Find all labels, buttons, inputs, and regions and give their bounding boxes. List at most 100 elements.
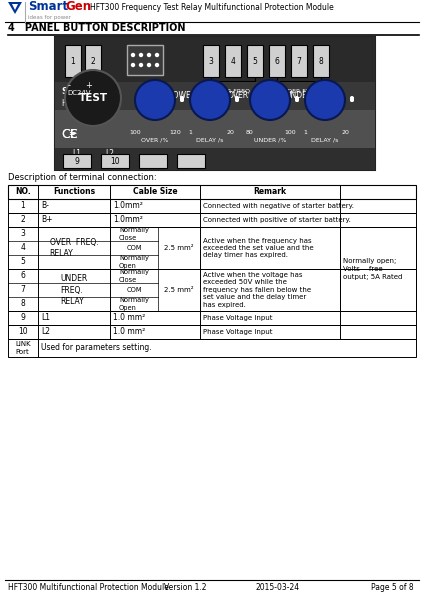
Text: Active when the frequency has
exceeded the set value and the
delay timer has exp: Active when the frequency has exceeded t… (203, 238, 314, 259)
Circle shape (235, 97, 239, 100)
Text: Normally
Open: Normally Open (119, 297, 149, 311)
Text: 4: 4 (20, 244, 25, 253)
Text: Normally
Close: Normally Close (119, 227, 149, 241)
Text: 20: 20 (341, 130, 349, 134)
Text: Gen: Gen (65, 1, 91, 13)
Text: 10: 10 (18, 328, 28, 337)
Text: 1.0mm²: 1.0mm² (113, 202, 143, 211)
Bar (8, 339, 416, 357)
Circle shape (180, 97, 184, 101)
Text: SmartGen: SmartGen (61, 88, 108, 97)
Text: 2.5 mm²: 2.5 mm² (164, 287, 194, 293)
Text: Phase Voltage Input: Phase Voltage Input (203, 329, 273, 335)
Circle shape (235, 98, 239, 102)
Text: Normally
Open: Normally Open (119, 255, 149, 269)
Circle shape (350, 97, 354, 100)
Circle shape (235, 97, 239, 101)
Circle shape (180, 97, 184, 101)
Circle shape (131, 63, 135, 67)
Polygon shape (12, 4, 18, 10)
Circle shape (295, 96, 299, 100)
Bar (85, 45, 101, 77)
Text: TEST: TEST (78, 93, 108, 103)
Circle shape (250, 80, 290, 120)
Circle shape (350, 96, 354, 100)
Text: 1.0 mm²: 1.0 mm² (113, 328, 145, 337)
Text: DELAY /s: DELAY /s (196, 137, 224, 142)
Circle shape (295, 98, 299, 102)
Bar (127, 45, 163, 75)
Circle shape (235, 97, 239, 101)
Text: 4: 4 (231, 56, 235, 65)
Text: L1: L1 (73, 148, 81, 157)
Circle shape (147, 53, 151, 57)
Circle shape (235, 97, 239, 101)
Text: UNDER FREQ.: UNDER FREQ. (277, 88, 321, 94)
Text: 2.5 mm²: 2.5 mm² (164, 245, 194, 251)
Text: UNDER /%: UNDER /% (254, 137, 286, 142)
Circle shape (350, 97, 354, 101)
Text: 20: 20 (226, 130, 234, 134)
Text: Cable Size: Cable Size (133, 187, 177, 196)
Circle shape (350, 97, 354, 101)
Circle shape (139, 53, 143, 57)
Text: DC24V: DC24V (67, 90, 91, 96)
Circle shape (147, 63, 151, 67)
Circle shape (180, 97, 184, 101)
Text: 80: 80 (246, 130, 254, 134)
Text: NO.: NO. (15, 187, 31, 196)
Circle shape (235, 96, 239, 100)
Text: Connected with positive of starter battery.: Connected with positive of starter batte… (203, 217, 351, 223)
Bar (225, 45, 241, 77)
Circle shape (155, 63, 159, 67)
Text: -: - (67, 82, 70, 91)
Circle shape (235, 98, 239, 102)
Text: 1.0 mm²: 1.0 mm² (113, 313, 145, 323)
Text: 5: 5 (20, 257, 25, 266)
Text: 7: 7 (296, 56, 301, 65)
Text: B-: B- (41, 202, 49, 211)
Circle shape (180, 98, 184, 102)
Text: Normally
Close: Normally Close (119, 269, 149, 283)
Text: L2: L2 (41, 328, 50, 337)
Text: L1: L1 (41, 313, 50, 323)
Circle shape (295, 97, 299, 100)
Bar (0, 0, 424, 25)
Bar (8, 325, 416, 339)
Text: LINK: LINK (137, 90, 153, 96)
Circle shape (350, 98, 354, 101)
Circle shape (139, 63, 143, 67)
Text: 10: 10 (110, 157, 120, 166)
Text: 2: 2 (91, 56, 95, 65)
Circle shape (235, 97, 239, 101)
Bar (55, 37, 375, 82)
Bar (63, 154, 91, 168)
Circle shape (155, 91, 165, 101)
Circle shape (180, 97, 184, 101)
Circle shape (350, 97, 354, 101)
Text: 2015-03-24: 2015-03-24 (256, 583, 300, 593)
Bar (8, 199, 416, 213)
Bar (8, 213, 416, 227)
Text: B+: B+ (41, 215, 53, 224)
Bar (139, 154, 167, 168)
Bar (101, 154, 129, 168)
Text: 1.0mm²: 1.0mm² (113, 215, 143, 224)
Bar (177, 154, 205, 168)
Bar (313, 45, 329, 77)
Circle shape (180, 96, 184, 100)
Circle shape (180, 97, 184, 100)
Circle shape (350, 97, 354, 101)
Circle shape (65, 70, 121, 126)
Text: Version 1.2: Version 1.2 (164, 583, 206, 593)
Text: 1: 1 (303, 130, 307, 134)
Text: Phase Voltage Input: Phase Voltage Input (203, 315, 273, 321)
Circle shape (350, 97, 354, 100)
Text: 8: 8 (318, 56, 324, 65)
Bar (8, 269, 416, 311)
Text: 6: 6 (275, 56, 279, 65)
Circle shape (305, 80, 345, 120)
Circle shape (350, 98, 354, 102)
Text: 100: 100 (129, 130, 141, 134)
Text: 5: 5 (253, 56, 257, 65)
